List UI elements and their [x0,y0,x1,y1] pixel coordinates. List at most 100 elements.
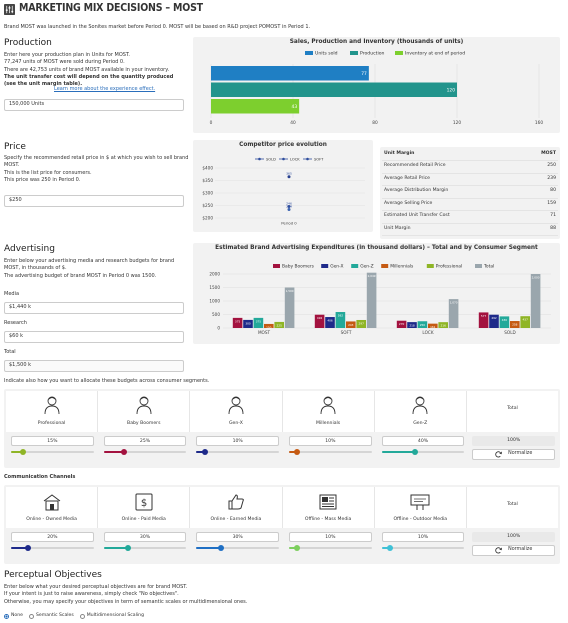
page-header: MARKETING MIX DECISIONS – MOST [4,2,203,16]
bar-label: 592 [338,314,344,318]
gen-x-icon [227,395,245,419]
segment-percent-input[interactable]: 10% [289,436,372,446]
segment-slider[interactable] [11,449,94,455]
perceptual-line: Enter below what your desired perceptual… [4,584,188,590]
segment-cell: Professional [6,391,99,432]
sales-chart-title: Sales, Production and Inventory (thousan… [289,39,464,45]
segment-label: Millennials [316,421,341,427]
channel-label: Offline - Outdoor Media [393,517,448,523]
slider-handle[interactable] [121,449,128,455]
slider-handle[interactable] [20,449,27,455]
radio-semantic-scales[interactable]: Semantic Scales [29,613,74,620]
segment-cell: Gen-X [190,391,283,432]
slider-handle[interactable] [411,449,418,455]
normalize-button[interactable]: Normalize [472,545,556,556]
data-point [287,208,291,211]
media-input[interactable]: $1,440 k [4,302,184,314]
advertising-line: The advertising budget of brand MOST in … [4,272,157,279]
bar-label: 437 [523,318,529,322]
slider-fill [196,451,205,453]
segment-slider[interactable] [381,449,465,455]
channel-percent-input[interactable]: 20% [11,532,94,542]
data-label: 365 [286,172,292,176]
bar [499,316,510,328]
segment-slider[interactable] [103,449,187,455]
bar [253,317,264,328]
legend-label: Inventory at end of period [405,51,465,57]
radio-none[interactable]: None [4,613,23,620]
data-point [287,175,291,179]
channel-slider[interactable] [11,545,94,551]
production-line: Enter here your production plan in Units… [4,52,130,58]
svg-text:$: $ [141,498,147,509]
slider-handle[interactable] [294,545,301,551]
slider-fill [103,547,129,549]
slider-fill [196,547,222,549]
unit-margin-header: Unit Margin MOST [382,148,558,161]
segment-percent-input[interactable]: 10% [196,436,280,446]
total-percent: 100% [472,532,556,542]
research-input[interactable]: $60 k [4,331,184,343]
tick-label: $300 [202,191,213,196]
channel-cell: $ Online - Paid Media [98,487,191,528]
tick-label: 2000 [209,272,220,277]
legend-swatch [305,51,313,55]
slider-handle[interactable] [201,449,208,455]
bar [211,82,457,97]
bar-label: 406 [327,319,333,323]
channel-slider[interactable] [103,545,187,551]
legend-label: LOCK [290,158,300,162]
channel-percent-input[interactable]: 30% [103,532,187,542]
segment-label: Baby Boomers [127,421,161,427]
production-note: The unit transfer cost will depend on th… [4,73,174,87]
channel-slider[interactable] [381,545,465,551]
segment-cell: Gen-Z [375,391,467,432]
slider-handle[interactable] [294,449,301,455]
normalize-button[interactable]: Normalize [472,449,556,460]
segment-percent-input[interactable]: 40% [381,436,465,446]
sales-chart-panel: Sales, Production and Inventory (thousan… [193,37,560,133]
segment-slider[interactable] [196,449,280,455]
channel-slider[interactable] [289,545,372,551]
bar [438,322,448,328]
channel-percent-input[interactable]: 30% [196,532,280,542]
channel-percent-input[interactable]: 10% [381,532,465,542]
slider-handle[interactable] [24,545,31,551]
row-label: Average Retail Price [382,173,521,186]
bar-label: 375 [256,319,262,323]
row-value: 239 [520,173,558,186]
segment-percent-input[interactable]: 25% [103,436,187,446]
bar [520,316,530,328]
slider-track [196,547,280,549]
slider-handle[interactable] [386,545,393,551]
bar [232,317,243,328]
adv-chart: Baby Boomers Gen-X Gen-Z Millennials Profess… [209,264,551,335]
channel-control: 30% [191,532,284,556]
radio-multidimensional-scaling[interactable]: Multidimensional Scaling [79,613,144,620]
intro-text: Brand MOST was launched in the Sonites m… [4,24,311,30]
slider-handle[interactable] [125,545,132,551]
total-label: Total [507,406,518,412]
bar [335,312,346,328]
slider-track [289,451,372,453]
bar-label: 218 [409,324,415,328]
channel-percent-input[interactable]: 10% [289,532,372,542]
data-label: 246 [286,201,292,205]
billboard-icon [409,493,431,515]
bar [274,321,284,328]
segment-slider[interactable] [289,449,372,455]
slider-track [103,547,187,549]
category-label: LOCK [422,330,433,335]
segment-percent-input[interactable]: 15% [11,436,94,446]
slider-handle[interactable] [218,545,225,551]
production-input[interactable]: 150,000 Units [4,99,184,111]
price-description: Specify the recommended retail price in … [4,155,189,184]
channel-slider[interactable] [196,545,280,551]
bar [211,66,369,81]
bar [478,312,489,328]
slider-fill [381,547,390,549]
data-point [287,205,291,208]
tick-label: $400 [202,166,213,171]
price-input[interactable]: $250 [4,195,184,207]
experience-effect-link[interactable]: Learn more about the experience effect. [54,86,156,92]
